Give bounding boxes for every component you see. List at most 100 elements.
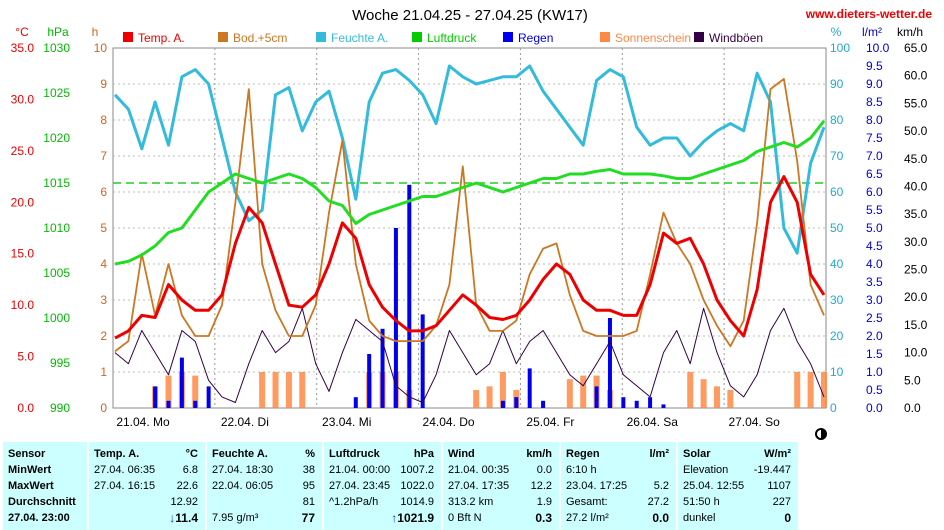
legend-swatch (123, 32, 133, 42)
humidity-axis-tick: 100 (830, 41, 850, 55)
rain-bar (367, 354, 372, 408)
stat-extra: dunkel (683, 512, 716, 524)
rain-axis-tick: 9.0 (866, 77, 883, 91)
wind-axis-tick: 35.0 (904, 207, 928, 221)
legend-label: Windböen (709, 31, 763, 45)
stat-extra: 27.2 l/m² (566, 512, 609, 524)
current-number: 0.3 (535, 511, 552, 525)
temp-axis-tick: 25.0 (11, 144, 35, 158)
sun-axis-tick: 8 (100, 113, 107, 127)
rain-axis-tick: 8.5 (866, 95, 883, 109)
wind-axis-tick: 40.0 (904, 179, 928, 193)
table-column (89, 442, 205, 530)
sunshine-bar (285, 372, 292, 408)
pressure-axis-tick: 1005 (43, 266, 70, 280)
stat-label: Elevation (683, 464, 729, 476)
x-tick-label: 23.04. Mi (322, 415, 371, 429)
humidity-axis-unit: % (831, 25, 842, 39)
stat-value: 95 (302, 480, 315, 492)
current-value: 0.0 (566, 512, 669, 525)
rain-bar (206, 386, 211, 408)
wind-axis-tick: 30.0 (904, 235, 928, 249)
sunshine-bar (687, 372, 694, 408)
stat-extra: 0 Bft N (448, 512, 482, 524)
rain-bar (594, 386, 599, 408)
rain-axis-tick: 2.5 (866, 311, 883, 325)
rain-bar (179, 357, 184, 408)
sunshine-bar (499, 372, 506, 408)
sun-axis-tick: 10 (94, 41, 108, 55)
sunshine-bar (165, 375, 172, 408)
trend-down-icon: ↓ (169, 511, 176, 525)
legend-label: Sonnenschein (615, 31, 691, 45)
rain-axis-tick: 10.0 (866, 41, 890, 55)
legend-label: Feuchte A. (331, 31, 388, 45)
sunshine-bar (821, 372, 827, 408)
rain-axis-tick: 9.5 (866, 59, 883, 73)
temp-axis-tick: 5.0 (17, 350, 34, 364)
rain-axis-tick: 0.0 (866, 401, 883, 415)
wind-axis-tick: 55.0 (904, 96, 928, 110)
rain-bar (607, 318, 612, 408)
stat-label: 21.04. 00:00 (329, 464, 391, 476)
wind-axis-unit: km/h (897, 25, 923, 39)
rain-axis-tick: 7.0 (866, 149, 883, 163)
sunshine-bar (566, 379, 573, 408)
current-value: 0 (683, 512, 791, 525)
rain-bar (621, 397, 626, 408)
humidity-axis-tick: 70 (830, 149, 844, 163)
stat-value: 22.6 (176, 480, 198, 492)
section-unit: W/m² (764, 448, 791, 460)
section-header: Temp. A. (94, 448, 140, 460)
pressure-axis-tick: 1015 (43, 176, 70, 190)
moon-phase-icon (815, 428, 827, 440)
wind-axis-tick: 20.0 (904, 290, 928, 304)
stat-value: 5.2 (653, 480, 669, 492)
sunshine-bar (700, 379, 707, 408)
legend-swatch (694, 32, 704, 42)
x-tick-label: 21.04. Mo (116, 415, 170, 429)
site-link[interactable]: www.dieters-wetter.de (805, 7, 933, 21)
rain-bar (514, 397, 519, 408)
x-tick-label: 24.04. Do (423, 415, 475, 429)
section-unit: l/m² (649, 448, 669, 460)
stat-value: 227 (772, 496, 791, 508)
rain-bar (193, 400, 198, 408)
section-header: Wind (448, 448, 475, 460)
row-label: MinWert (8, 464, 52, 476)
x-tick-label: 27.04. So (728, 415, 780, 429)
stat-label: 27.04. 23:45 (329, 480, 391, 492)
current-number: 77 (301, 511, 315, 525)
stat-label: 313.2 km (448, 496, 494, 508)
pressure-axis-tick: 1010 (43, 221, 70, 235)
table-column (207, 442, 322, 530)
rain-bar (166, 400, 171, 408)
rain-bar (541, 400, 546, 408)
rain-bar (500, 400, 505, 408)
pressure-axis-tick: 990 (50, 401, 70, 415)
row-label: 27.04. 23:00 (8, 512, 70, 524)
sunshine-bar (727, 390, 734, 408)
pressure-axis-tick: 1020 (43, 131, 70, 145)
x-tick-label: 25.04. Fr (526, 415, 574, 429)
stat-value: 1014.9 (400, 496, 434, 508)
stat-value: 1.9 (536, 496, 552, 508)
current-number: 11.4 (175, 511, 198, 525)
rain-axis-tick: 3.5 (866, 275, 883, 289)
stat-value: 12.92 (170, 496, 198, 508)
wind-axis-tick: 0.0 (904, 401, 921, 415)
humidity-axis-tick: 90 (830, 77, 844, 91)
section-header: Feuchte A. (212, 448, 268, 460)
stat-label: Gesamt: (566, 496, 608, 508)
table-column (678, 442, 798, 530)
stat-value: 1022.0 (400, 480, 434, 492)
humidity-axis-tick: 30 (830, 293, 844, 307)
sun-axis-tick: 3 (100, 293, 107, 307)
pressure-axis-tick: 1025 (43, 86, 70, 100)
stat-extra: 7.95 g/m³ (212, 512, 259, 524)
pressure-line (114, 119, 826, 266)
temp-axis-tick: 35.0 (11, 41, 35, 55)
legend-label: Temp. A. (138, 31, 185, 45)
temp-axis-tick: 20.0 (11, 195, 35, 209)
stat-label: 21.04. 00:35 (448, 464, 510, 476)
